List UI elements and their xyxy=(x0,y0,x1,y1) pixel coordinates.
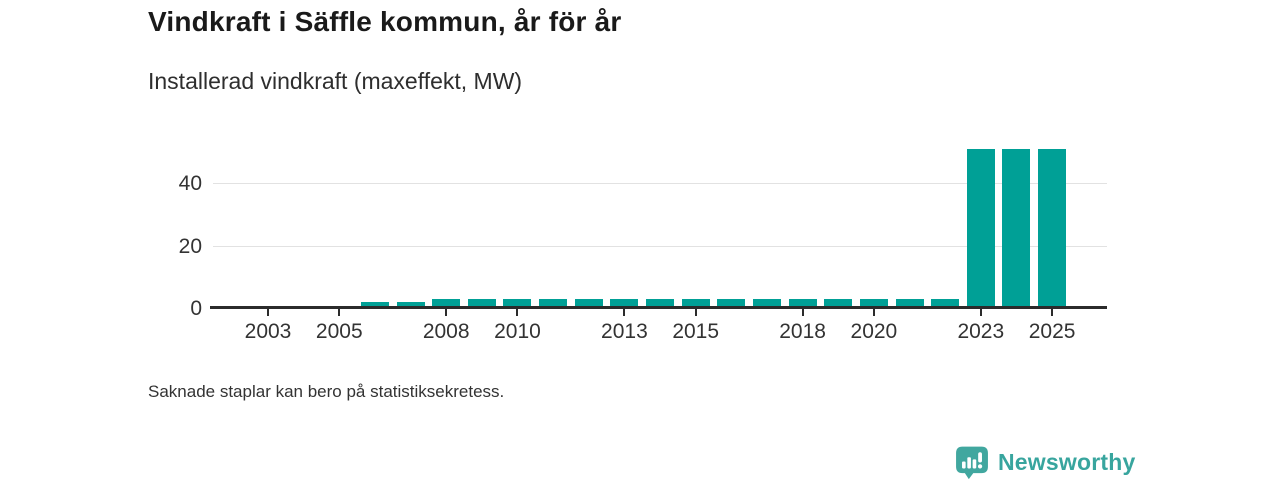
bar-2025 xyxy=(1038,148,1067,308)
x-axis-tick-label: 2010 xyxy=(494,320,541,343)
x-axis-tick xyxy=(623,309,626,316)
x-axis-tick-label: 2003 xyxy=(244,320,292,343)
chart-title: Vindkraft i Säffle kommun, år för år xyxy=(148,6,622,37)
bar-2015 xyxy=(681,298,710,308)
x-axis-tick-label: 2013 xyxy=(601,320,648,343)
bar-2008 xyxy=(432,298,461,308)
chart-subtitle: Installerad vindkraft (maxeffekt, MW) xyxy=(148,68,523,94)
bar-2020 xyxy=(859,298,888,308)
x-axis-tick xyxy=(445,309,448,316)
x-axis-tick-label: 2005 xyxy=(315,320,363,343)
bar-2012 xyxy=(574,298,603,308)
bar-2022 xyxy=(931,298,960,308)
bar-2016 xyxy=(717,298,746,308)
x-axis-tick xyxy=(979,309,982,316)
bar-2017 xyxy=(752,298,781,308)
x-axis-tick xyxy=(338,309,341,316)
x-axis-line xyxy=(210,306,1107,309)
newsworthy-chart-bubble-icon xyxy=(956,446,988,480)
x-axis-tick-label: 2023 xyxy=(957,320,1005,343)
x-axis-tick-label: 2025 xyxy=(1028,320,1076,343)
bar-2021 xyxy=(895,298,924,308)
x-axis-tick xyxy=(801,309,804,316)
gridline-40 xyxy=(213,183,1107,184)
bar-2007 xyxy=(396,301,425,308)
x-axis-tick-label: 2020 xyxy=(850,320,898,343)
x-axis-tick-label: 2008 xyxy=(422,320,470,343)
x-axis-tick xyxy=(267,309,269,316)
gridline-20 xyxy=(213,245,1107,247)
x-axis-tick xyxy=(1051,309,1054,316)
y-axis-tick-label: 0 xyxy=(190,297,202,320)
x-axis-tick xyxy=(516,309,519,316)
y-axis-tick-label: 20 xyxy=(178,234,202,258)
bar-2010 xyxy=(503,298,532,308)
bar-2019 xyxy=(824,298,853,308)
bar-2024 xyxy=(1002,148,1031,308)
chart-footnote: Saknade staplar kan bero på statistiksek… xyxy=(148,382,505,401)
bar-2011 xyxy=(539,298,568,308)
bar-2023 xyxy=(966,148,995,308)
bar-2018 xyxy=(788,298,817,308)
x-axis-tick-label: 2018 xyxy=(779,320,826,343)
x-axis-tick-label: 2015 xyxy=(672,320,720,343)
x-axis-tick xyxy=(694,309,697,316)
bar-2013 xyxy=(610,298,639,308)
newsworthy-logo: Newsworthy xyxy=(955,445,1135,480)
y-axis-tick-label: 40 xyxy=(178,172,202,195)
x-axis-tick xyxy=(872,309,875,316)
newsworthy-logo-text: Newsworthy xyxy=(998,449,1136,475)
bar-2006 xyxy=(360,301,389,308)
bar-2009 xyxy=(467,298,496,308)
bar-2014 xyxy=(646,298,675,308)
